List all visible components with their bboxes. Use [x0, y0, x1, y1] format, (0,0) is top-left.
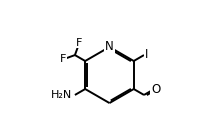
- Text: O: O: [151, 83, 160, 96]
- Text: H₂N: H₂N: [51, 90, 72, 100]
- Text: I: I: [145, 48, 148, 61]
- Text: F: F: [76, 38, 82, 48]
- Text: N: N: [105, 40, 114, 53]
- Text: F: F: [60, 54, 66, 64]
